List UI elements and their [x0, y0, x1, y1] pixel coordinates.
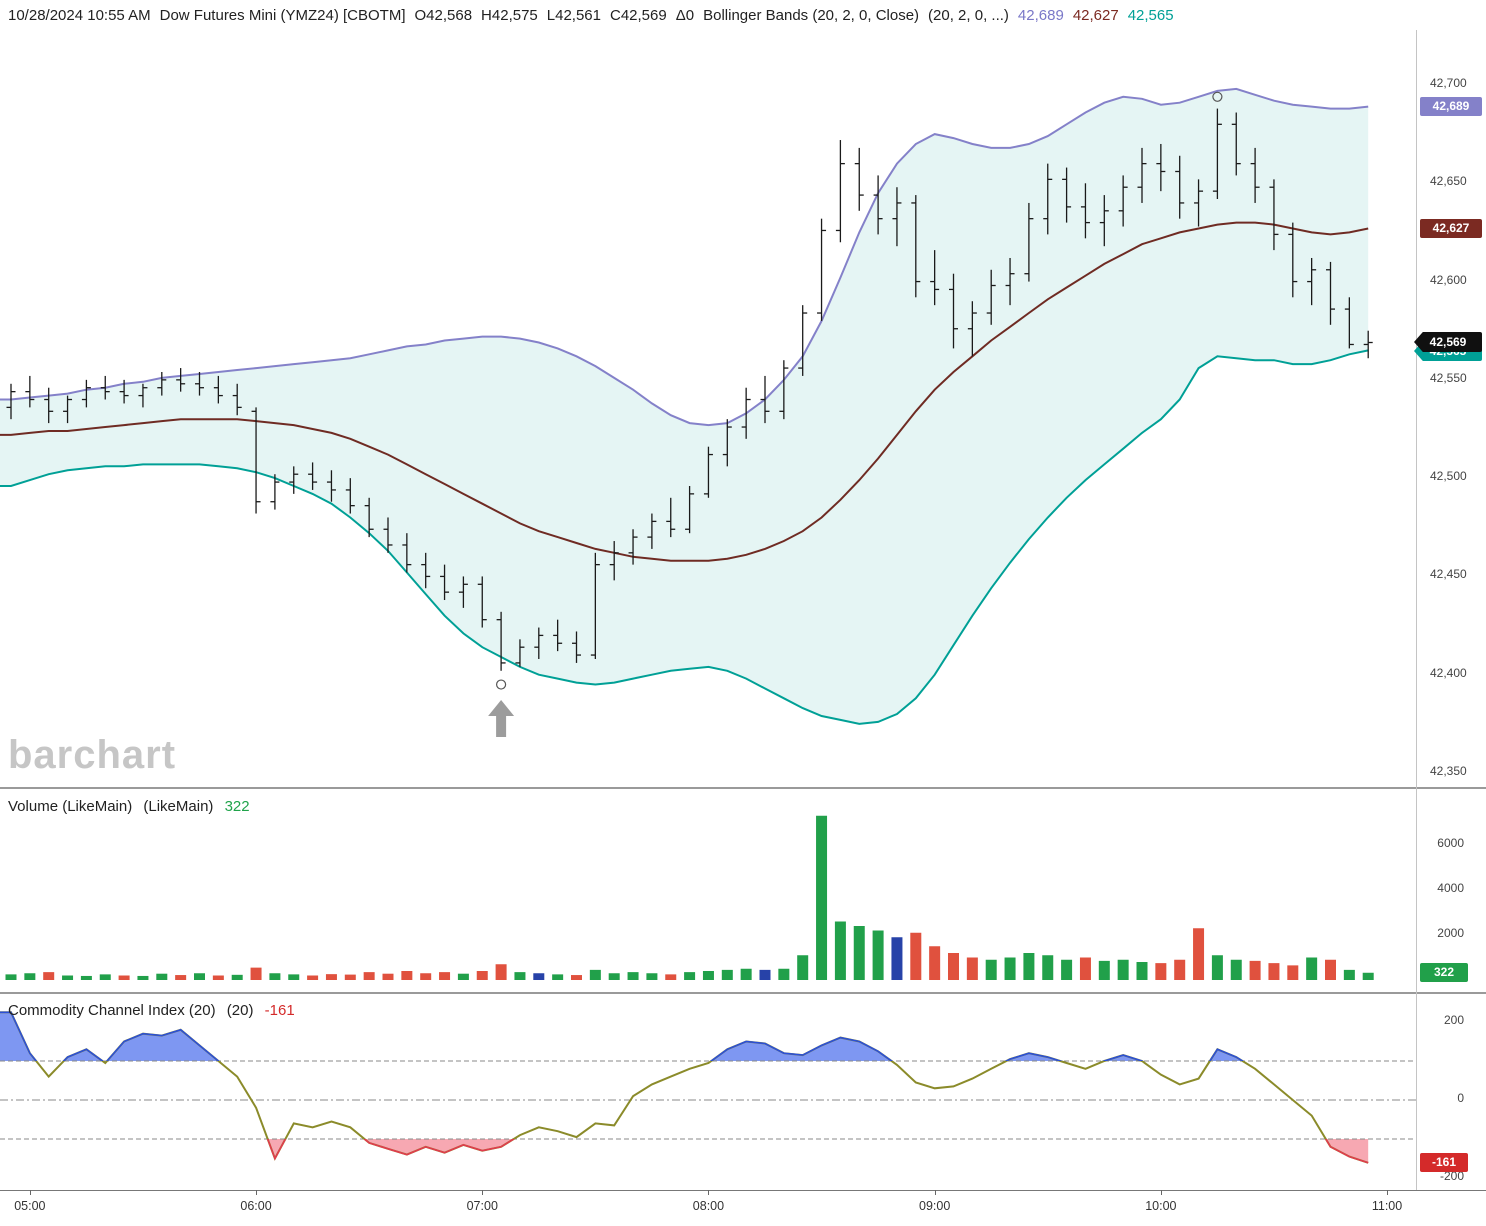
volume-title: Volume (LikeMain)	[8, 798, 133, 815]
header-segment: H42,575	[481, 6, 538, 24]
time-axis-tick	[256, 1190, 258, 1195]
price-axis-label: 42,450	[1430, 567, 1467, 582]
cci-current-value: -161	[264, 1002, 295, 1019]
price-axis-label: 42,700	[1430, 76, 1467, 90]
header-segment: Dow Futures Mini (YMZ24) [CBOTM]	[159, 6, 406, 24]
time-axis-label: 09:00	[919, 1199, 951, 1213]
time-axis-label: 08:00	[692, 1199, 725, 1213]
header-segment: O42,568	[414, 6, 473, 24]
header-segment: (20, 2, 0, ...)	[928, 6, 1009, 24]
time-axis-tick	[1387, 1190, 1389, 1195]
price-axis-label: 42,550	[1430, 370, 1467, 385]
panel-divider[interactable]	[0, 787, 1486, 789]
cci-panel-label: Commodity Channel Index (20) (20) -161	[8, 1002, 302, 1019]
price-axis-label: 42,600	[1430, 272, 1467, 287]
header-segment: 42,627	[1072, 6, 1119, 24]
header-segment: Δ0	[675, 6, 695, 24]
volume-current-value: 322	[224, 798, 250, 815]
time-axis-tick	[482, 1190, 484, 1195]
volume-axis-label: 6000	[1437, 836, 1464, 850]
time-axis-label: 06:00	[240, 1199, 272, 1213]
last-price-badge: 42,569	[1414, 332, 1482, 352]
header-segment: 42,565	[1127, 6, 1174, 24]
time-axis-tick	[1160, 1190, 1162, 1195]
volume-panel-label: Volume (LikeMain) (LikeMain) 322	[8, 798, 257, 815]
cci-axis-label: 200	[1443, 1013, 1464, 1027]
volume-axis-label: 4000	[1437, 881, 1464, 895]
cci-axis-label: 0	[1457, 1091, 1464, 1105]
plot-right-border	[1416, 30, 1417, 1190]
time-axis-tick	[934, 1190, 936, 1195]
header-segment: 10/28/2024 10:55 AM	[8, 6, 151, 24]
cci-params: (20)	[226, 1002, 254, 1019]
time-axis-label: 10:00	[1145, 1199, 1177, 1213]
volume-params: (LikeMain)	[143, 798, 214, 815]
price-chart-canvas[interactable]	[0, 30, 1416, 790]
header-segment: L42,561	[546, 6, 601, 24]
time-axis-label: 11:00	[1371, 1199, 1403, 1213]
cci-badge: -161	[1420, 1153, 1468, 1172]
price-axis-label: 42,650	[1430, 174, 1467, 189]
price-axis-label: 42,350	[1430, 764, 1467, 778]
volume-axis-label: 2000	[1437, 926, 1464, 940]
time-axis-label: 07:00	[466, 1199, 498, 1213]
cci-title: Commodity Channel Index (20)	[8, 1002, 216, 1019]
cci-chart-canvas[interactable]	[0, 995, 1416, 1190]
time-axis-line	[0, 1190, 1486, 1191]
cci-axis-label: -200	[1439, 1169, 1464, 1183]
price-axis-label: 42,500	[1430, 469, 1467, 484]
chart-header: 10/28/2024 10:55 AM Dow Futures Mini (YMZ…	[0, 0, 1486, 30]
volume-chart-canvas[interactable]	[0, 791, 1416, 993]
panel-divider[interactable]	[0, 992, 1486, 994]
barchart-logo: barchart	[8, 733, 177, 777]
time-axis-tick	[29, 1190, 31, 1195]
header-segment: 42,689	[1017, 6, 1064, 24]
time-axis-tick	[708, 1190, 710, 1195]
header-segment: Bollinger Bands (20, 2, 0, Close)	[703, 6, 920, 24]
header-segment: C42,569	[610, 6, 667, 24]
time-axis-label: 05:00	[14, 1199, 46, 1213]
middle-band-price-badge: 42,627	[1420, 219, 1482, 238]
upper-band-price-badge: 42,689	[1420, 97, 1482, 116]
price-axis-label: 42,400	[1430, 665, 1467, 680]
volume-badge: 322	[1420, 963, 1468, 982]
